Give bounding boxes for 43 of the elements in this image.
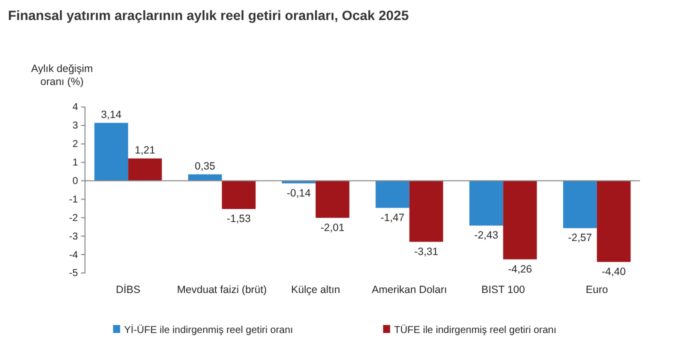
x-tick-label: DİBS — [116, 283, 140, 296]
bar — [222, 180, 256, 209]
bar — [376, 180, 410, 208]
y-tick-label: 4 — [72, 102, 78, 114]
x-tick-label: Amerikan Doları — [372, 284, 448, 296]
y-axis-title: Aylık değişim oranı (%) — [31, 63, 94, 88]
y-tick-label: 0 — [72, 176, 78, 187]
data-label: -2,43 — [474, 230, 498, 242]
chart-title: Finansal yatırım araçlarının aylık reel getiri oranları, Ocak 2025 — [8, 8, 410, 23]
data-label: -2,01 — [320, 222, 345, 234]
bar — [128, 158, 162, 181]
data-label: 0,35 — [194, 160, 216, 172]
data-label: -3,31 — [414, 246, 438, 258]
data-label: -2,57 — [568, 232, 592, 244]
data-label: 1,21 — [134, 144, 156, 156]
data-label: -4,40 — [602, 266, 626, 278]
data-label: 3,14 — [101, 108, 122, 121]
bar — [469, 180, 504, 226]
data-label: -1,53 — [226, 213, 251, 225]
bar — [188, 174, 222, 181]
y-tick-label: -4 — [69, 250, 78, 261]
bar — [316, 180, 350, 218]
bar — [596, 180, 631, 262]
bar — [94, 122, 128, 181]
y-tick-label: -1 — [69, 194, 78, 206]
bar — [563, 180, 597, 228]
legend-label: TÜFE ile indirgenmiş reel getiri oranı — [394, 324, 556, 336]
y-tick-label: 2 — [72, 139, 78, 150]
y-tick-label: 1 — [72, 158, 78, 169]
bar — [503, 180, 537, 260]
x-tick-label: Mevduat faizi (brüt) — [176, 284, 267, 296]
bar — [409, 180, 444, 242]
data-label: -4,26 — [508, 263, 532, 276]
y-tick-label: 3 — [72, 120, 78, 132]
data-label: -1,47 — [380, 212, 405, 224]
y-tick-label: -2 — [69, 212, 78, 224]
legend-label: Yİ-ÜFE ile indirgenmiş reel getiri oranı — [124, 324, 294, 336]
x-tick-label: Euro — [586, 284, 608, 296]
y-tick-label: -5 — [69, 268, 78, 280]
x-tick-label: Külçe altın — [291, 284, 340, 296]
data-label: -0,14 — [286, 187, 311, 200]
y-tick-label: -3 — [69, 231, 78, 242]
x-tick-label: BIST 100 — [481, 284, 526, 296]
